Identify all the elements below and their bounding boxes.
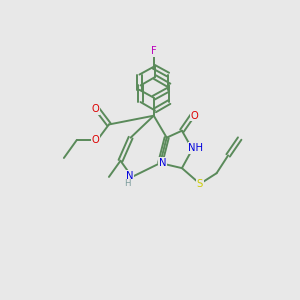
Text: O: O [92, 104, 99, 114]
Text: N: N [159, 158, 166, 168]
Text: NH: NH [188, 143, 203, 153]
Text: S: S [197, 179, 203, 189]
Text: H: H [124, 179, 131, 188]
Text: O: O [92, 135, 99, 145]
Text: O: O [190, 111, 198, 121]
Text: N: N [125, 171, 133, 181]
Text: F: F [151, 46, 157, 56]
